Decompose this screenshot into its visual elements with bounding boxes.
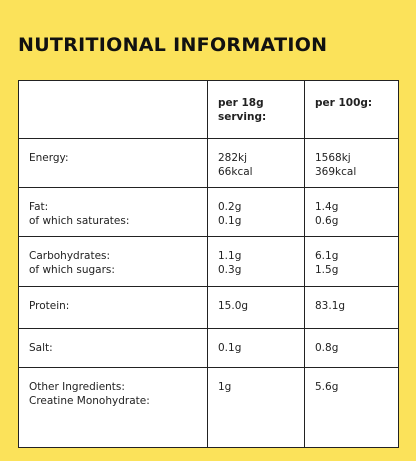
table-cell: 0.8g: [304, 328, 399, 368]
table-cell: Energy:: [18, 138, 208, 188]
column-label: per 18g serving:: [218, 97, 267, 123]
cell-line: 0.1g: [218, 215, 242, 227]
table-row: Other Ingredients: Creatine Monohydrate: 1…: [18, 367, 399, 448]
title: NUTRITIONAL INFORMATION: [18, 34, 328, 56]
cell-line: 83.1g: [315, 300, 346, 312]
table-cell: 1.1g 0.3g: [207, 236, 305, 287]
table-cell: 282kj 66kcal: [207, 138, 305, 188]
cell-line: 0.8g: [315, 342, 339, 354]
table-row: Carbohydrates: of which sugars: 1.1g 0.3g 6.…: [18, 236, 399, 287]
table-row: Energy: 282kj 66kcal 1568kj 369kcal: [18, 138, 399, 188]
cell-line: Salt:: [29, 342, 53, 354]
header-cell: [18, 80, 208, 139]
table-row: Protein: 15.0g 83.1g: [18, 286, 399, 329]
cell-line: 15.0g: [218, 300, 249, 312]
cell-line: 1.4g: [315, 201, 339, 213]
cell-line: 1.5g: [315, 264, 339, 276]
table-cell: 5.6g: [304, 367, 399, 448]
table-cell: 6.1g 1.5g: [304, 236, 399, 287]
cell-line: 0.1g: [218, 342, 242, 354]
cell-line: 5.6g: [315, 381, 339, 393]
cell-line: of which saturates:: [29, 215, 130, 227]
cell-line: Fat:: [29, 201, 49, 213]
cell-line: Other Ingredients:: [29, 381, 125, 393]
cell-line: 1568kj: [315, 152, 351, 164]
table-cell: 83.1g: [304, 286, 399, 329]
table-cell: 1g: [207, 367, 305, 448]
cell-line: Energy:: [29, 152, 69, 164]
table-cell: 15.0g: [207, 286, 305, 329]
cell-line: 0.2g: [218, 201, 242, 213]
cell-line: 6.1g: [315, 250, 339, 262]
table-cell: Carbohydrates: of which sugars:: [18, 236, 208, 287]
header-cell: per 100g:: [304, 80, 399, 139]
table-cell: 1.4g 0.6g: [304, 187, 399, 237]
table-row: Salt: 0.1g 0.8g: [18, 328, 399, 368]
table-cell: Fat: of which saturates:: [18, 187, 208, 237]
table-cell: 0.2g 0.1g: [207, 187, 305, 237]
cell-line: 282kj: [218, 152, 248, 164]
cell-line: 369kcal: [315, 166, 357, 178]
cell-line: 0.6g: [315, 215, 339, 227]
cell-line: Carbohydrates:: [29, 250, 111, 262]
header-row: per 18g serving: per 100g:: [18, 80, 399, 139]
nutrition-table: per 18g serving: per 100g: Energy: 282kj 6…: [18, 80, 399, 448]
cell-line: 1.1g: [218, 250, 242, 262]
cell-line: 1g: [218, 381, 232, 393]
cell-line: of which sugars:: [29, 264, 115, 276]
table-cell: 0.1g: [207, 328, 305, 368]
cell-line: 0.3g: [218, 264, 242, 276]
table-body: Energy: 282kj 66kcal 1568kj 369kcal Fat: of wh…: [18, 138, 399, 448]
table-cell: 1568kj 369kcal: [304, 138, 399, 188]
cell-line: Protein:: [29, 300, 70, 312]
cell-line: Creatine Monohydrate:: [29, 395, 150, 407]
cell-line: 66kcal: [218, 166, 253, 178]
table-cell: Salt:: [18, 328, 208, 368]
table-cell: Protein:: [18, 286, 208, 329]
table-cell: Other Ingredients: Creatine Monohydrate:: [18, 367, 208, 448]
table-row: Fat: of which saturates: 0.2g 0.1g 1.4g 0.6g: [18, 187, 399, 237]
header-cell: per 18g serving:: [207, 80, 305, 139]
